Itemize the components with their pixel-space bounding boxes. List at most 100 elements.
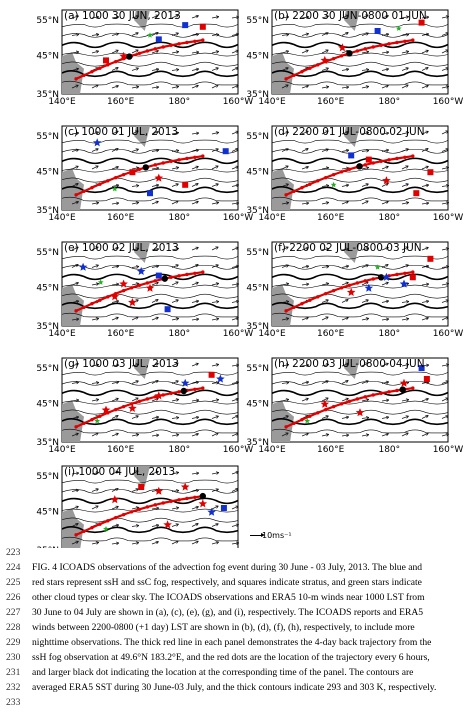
sst-contour — [271, 418, 449, 426]
sst-contour — [271, 389, 449, 397]
trajectory-dot — [90, 69, 94, 74]
wind-arrowhead-icon — [385, 246, 389, 250]
trajectory-dot — [339, 286, 344, 290]
wind-arrow-icon — [341, 282, 349, 286]
wind-arrow-icon — [71, 300, 79, 303]
trajectory-dot — [145, 505, 150, 509]
wind-arrowhead-icon — [425, 201, 430, 206]
wind-arrowhead-icon — [385, 200, 389, 204]
panel-title: (f) 2200 02 JUL-0800 03 JUN — [274, 242, 422, 254]
wind-arrow-icon — [341, 32, 349, 36]
wind-arrow-icon — [301, 381, 309, 384]
trajectory-dot — [331, 404, 336, 409]
wind-arrowhead-icon — [425, 397, 429, 402]
wind-arrow-icon — [301, 49, 309, 54]
wind-arrow-icon — [401, 165, 409, 170]
wind-arrowhead-icon — [75, 14, 79, 19]
wind-arrowhead-icon — [425, 414, 429, 419]
trajectory-dot — [74, 425, 78, 429]
wind-arrow-icon — [91, 542, 99, 545]
wind-arrow-icon — [91, 246, 99, 251]
wind-arrow-icon — [171, 299, 179, 303]
map-panel: (b) 2200 30 JUN-0800 01 JUN55°N45°N35°N1… — [246, 9, 463, 107]
wind-arrow-icon — [71, 264, 79, 268]
wind-arrow-icon — [231, 542, 239, 545]
wind-arrow-icon — [211, 318, 219, 321]
lat-tick-label: 55°N — [246, 364, 269, 374]
map-panel: (d) 2200 01 JUL-0800 02 JUN55°N45°N35°N1… — [246, 125, 463, 223]
trajectory-dot — [387, 158, 391, 162]
wind-arrowhead-icon — [365, 149, 370, 153]
wind-arrowhead-icon — [385, 131, 390, 136]
wind-arrowhead-icon — [345, 247, 350, 252]
lon-tick-label: 160°W — [223, 213, 254, 223]
wind-arrowhead-icon — [345, 415, 350, 420]
wind-arrow-icon — [421, 131, 429, 135]
wind-arrowhead-icon — [285, 246, 289, 250]
wind-arrowhead-icon — [235, 32, 240, 37]
wind-arrow-icon — [421, 398, 429, 402]
lat-tick-label: 55°N — [36, 472, 59, 482]
wind-arrow-icon — [341, 299, 349, 303]
wind-arrowhead-icon — [405, 50, 410, 54]
wind-arrow-icon — [281, 148, 289, 152]
sst-contour — [271, 177, 449, 183]
wind-arrow-icon — [191, 264, 199, 268]
wind-arrowhead-icon — [365, 398, 370, 402]
wind-arrowhead-icon — [345, 85, 350, 90]
wind-arrow-icon — [191, 523, 199, 527]
wind-arrow-icon — [71, 363, 79, 367]
wind-arrow-icon — [191, 132, 199, 135]
sst-contour — [61, 70, 239, 78]
wind-arrowhead-icon — [235, 523, 239, 527]
wind-arrowhead-icon — [195, 317, 200, 322]
trajectory-dot — [113, 175, 118, 180]
obs-star-icon — [374, 264, 381, 270]
wind-arrowhead-icon — [325, 316, 329, 320]
wind-arrowhead-icon — [135, 148, 139, 152]
sst-contour — [271, 80, 449, 86]
wind-arrowhead-icon — [445, 166, 450, 170]
sst-contour — [61, 488, 239, 494]
wind-arrow-icon — [171, 362, 179, 367]
wind-arrow-icon — [361, 318, 369, 321]
lat-tick-label: 35°N — [36, 206, 59, 216]
lat-tick-label: 55°N — [36, 16, 59, 26]
line-number: 224 — [6, 562, 21, 573]
wind-arrowhead-icon — [365, 247, 370, 251]
wind-arrowhead-icon — [325, 15, 329, 19]
wind-arrow-icon — [381, 264, 389, 268]
sst-contour — [61, 264, 239, 270]
wind-arrowhead-icon — [155, 415, 160, 420]
wind-arrow-icon — [151, 68, 159, 71]
wind-arrowhead-icon — [405, 84, 409, 88]
wind-arrowhead-icon — [175, 471, 180, 475]
trajectory-dot — [395, 272, 399, 277]
wind-arrowhead-icon — [425, 183, 430, 188]
wind-arrowhead-icon — [175, 32, 179, 36]
wind-arrowhead-icon — [95, 201, 100, 205]
wind-arrow-icon — [171, 32, 179, 36]
wind-arrow-icon — [111, 300, 119, 303]
wind-arrowhead-icon — [95, 363, 100, 367]
wind-arrowhead-icon — [385, 299, 390, 304]
trajectory-dot — [395, 40, 399, 45]
caption-text: red stars represent ssH and ssC fog, res… — [32, 577, 422, 588]
wind-arrowhead-icon — [325, 148, 329, 152]
wind-arrow-icon — [441, 397, 449, 402]
trajectory-dot — [331, 56, 336, 61]
wind-arrowhead-icon — [325, 201, 330, 205]
wind-arrowhead-icon — [305, 432, 309, 436]
wind-arrowhead-icon — [195, 380, 200, 385]
trajectory-dot — [169, 159, 173, 164]
wind-arrowhead-icon — [215, 50, 220, 54]
wind-arrow-icon — [151, 299, 159, 303]
lon-tick-label: 180° — [378, 213, 400, 223]
wind-arrow-icon — [151, 50, 159, 54]
wind-arrowhead-icon — [155, 31, 159, 36]
trajectory-dot — [300, 69, 304, 74]
wind-arrow-icon — [151, 416, 159, 419]
wind-arrow-icon — [171, 69, 179, 71]
wind-arrow-icon — [111, 49, 119, 54]
wind-arrowhead-icon — [235, 282, 240, 287]
